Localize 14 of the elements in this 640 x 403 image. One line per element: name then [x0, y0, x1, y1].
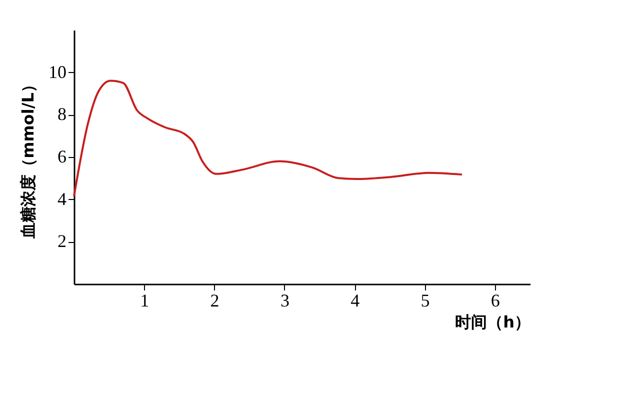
x-axis-title: 时间（h） — [455, 312, 530, 332]
x-tick-label: 1 — [140, 290, 150, 310]
line-series — [73, 80, 463, 198]
x-tick-label: 5 — [420, 290, 430, 310]
x-tick-label: 6 — [490, 290, 500, 310]
y-tick-label: 10 — [48, 62, 66, 82]
y-tick-label: 8 — [58, 104, 66, 124]
y-tick-label: 2 — [58, 231, 66, 252]
x-tick-label: 4 — [350, 290, 360, 310]
y-axis-title: 血糖浓度（mmol/L） — [18, 76, 38, 240]
y-tick-label: 4 — [58, 188, 66, 209]
y-tick-label: 6 — [58, 146, 66, 166]
x-tick-label: 3 — [280, 290, 290, 310]
x-tick-label: 2 — [210, 290, 220, 310]
